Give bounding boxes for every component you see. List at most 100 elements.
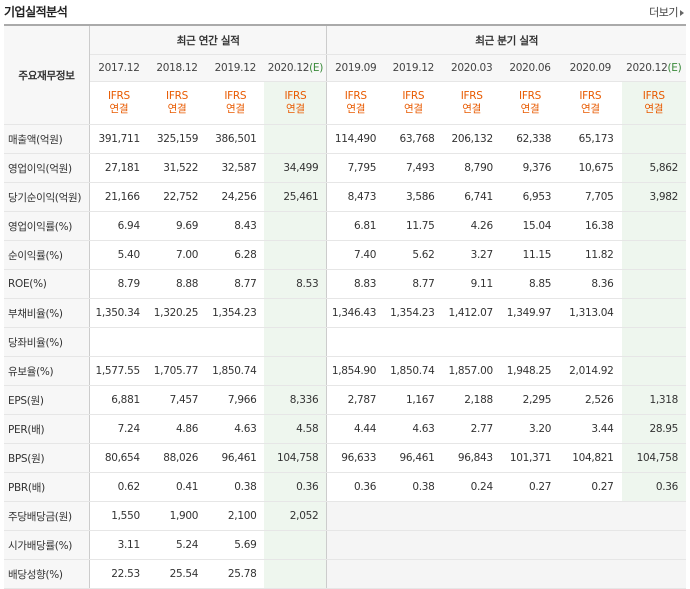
table-cell: 1,550 [89,501,148,531]
table-cell [326,530,385,560]
period-header: 2019.09 [326,54,385,82]
ifrs-badge: IFRS 연결 [621,81,686,125]
quarter-header: 최근 분기 실적 [326,24,686,55]
estimate-marker: (E) [309,62,324,74]
ifrs-label: IFRS [107,90,130,102]
table-cell [621,327,686,357]
table-cell [384,327,443,357]
table-cell [621,559,686,589]
consolidated-label: 연결 [109,103,129,115]
table-cell [621,298,686,328]
section-title: 기업실적분석 [4,5,68,19]
row-label: ROE(%) [4,269,90,299]
table-cell: 0.27 [559,472,622,502]
table-cell: 96,461 [206,443,265,473]
table-cell [500,501,560,531]
table-cell: 3.44 [559,414,622,444]
table-cell: 1,167 [384,385,443,415]
table-cell: 8.77 [384,269,443,299]
table-cell [442,501,501,531]
table-cell: 2,100 [206,501,265,531]
period-label: 2019.12 [392,62,435,74]
table-cell [500,559,560,589]
table-cell: 5.24 [147,530,207,560]
table-cell: 0.27 [500,472,560,502]
table-cell: 11.82 [559,240,622,270]
table-cell: 62,338 [500,124,560,154]
table-cell [384,501,443,531]
table-cell: 8,473 [326,182,385,212]
table-cell [500,530,560,560]
row-label: 시가배당률(%) [4,530,90,560]
table-cell: 0.36 [264,472,327,502]
table-row: 당기순이익(억원) 21,166 22,752 24,256 25,461 8,473 3,… [4,182,686,212]
table-cell: 1,354.23 [384,298,443,328]
table-cell: 28.95 [621,414,686,444]
ifrs-label: IFRS [344,90,367,102]
table-cell: 1,857.00 [442,356,501,386]
table-cell: 6.28 [206,240,265,270]
table-cell: 63,768 [384,124,443,154]
table-row: 주당배당금(원) 1,550 1,900 2,100 2,052 [4,501,686,531]
table-cell: 2,526 [559,385,622,415]
row-header-label: 주요재무정보 [4,24,90,125]
table-cell: 7,966 [206,385,265,415]
table-cell: 65,173 [559,124,622,154]
table-cell: 4.58 [264,414,327,444]
table-cell [621,356,686,386]
consolidated-label: 연결 [462,103,482,115]
table-cell: 9,376 [500,153,560,183]
table-cell: 386,501 [206,124,265,154]
table-cell: 27,181 [89,153,148,183]
row-label: PBR(배) [4,472,90,502]
period-header: 2020.06 [500,54,560,82]
consolidated-label: 연결 [346,103,366,115]
table-cell: 22.53 [89,559,148,589]
row-label: 당기순이익(억원) [4,182,90,212]
table-row: 당좌비율(%) [4,327,686,357]
table-cell: 8.79 [89,269,148,299]
table-cell: 1,346.43 [326,298,385,328]
table-cell: 2,188 [442,385,501,415]
table-cell [559,327,622,357]
table-cell [384,559,443,589]
table-cell [264,559,327,589]
row-label: 부채비율(%) [4,298,90,328]
table-cell: 8.43 [206,211,265,241]
table-cell [264,211,327,241]
more-link[interactable]: 더보기 [649,4,684,20]
chevron-right-icon [680,10,684,16]
consolidated-label: 연결 [286,103,305,115]
table-cell: 15.04 [500,211,560,241]
ifrs-label: IFRS [224,90,247,102]
table-cell: 34,499 [264,153,327,183]
table-cell: 1,354.23 [206,298,265,328]
table-cell: 7,457 [147,385,207,415]
period-label: 2020.06 [509,62,551,74]
table-cell: 3.27 [442,240,501,270]
table-cell: 96,461 [384,443,443,473]
table-cell [442,559,501,589]
table-cell: 6.94 [89,211,148,241]
row-label: 주당배당금(원) [4,501,90,531]
table-cell: 7.40 [326,240,385,270]
table-cell: 8.36 [559,269,622,299]
period-label: 2019.09 [335,62,377,74]
period-header: 2020.12(E) [621,54,686,82]
period-label: 2018.12 [156,62,198,74]
table-cell: 8.88 [147,269,207,299]
period-header: 2017.12 [89,54,148,82]
table-cell: 8,336 [264,385,327,415]
table-cell [264,298,327,328]
table-cell: 6,953 [500,182,560,212]
table-cell [326,501,385,531]
table-cell: 22,752 [147,182,207,212]
table-cell: 104,758 [264,443,327,473]
table-cell: 6,881 [89,385,148,415]
table-cell: 16.38 [559,211,622,241]
row-label: 배당성향(%) [4,559,90,589]
table-cell: 104,821 [559,443,622,473]
table-cell: 1,705.77 [147,356,207,386]
ifrs-badge: IFRS 연결 [89,81,148,125]
table-cell: 8.85 [500,269,560,299]
